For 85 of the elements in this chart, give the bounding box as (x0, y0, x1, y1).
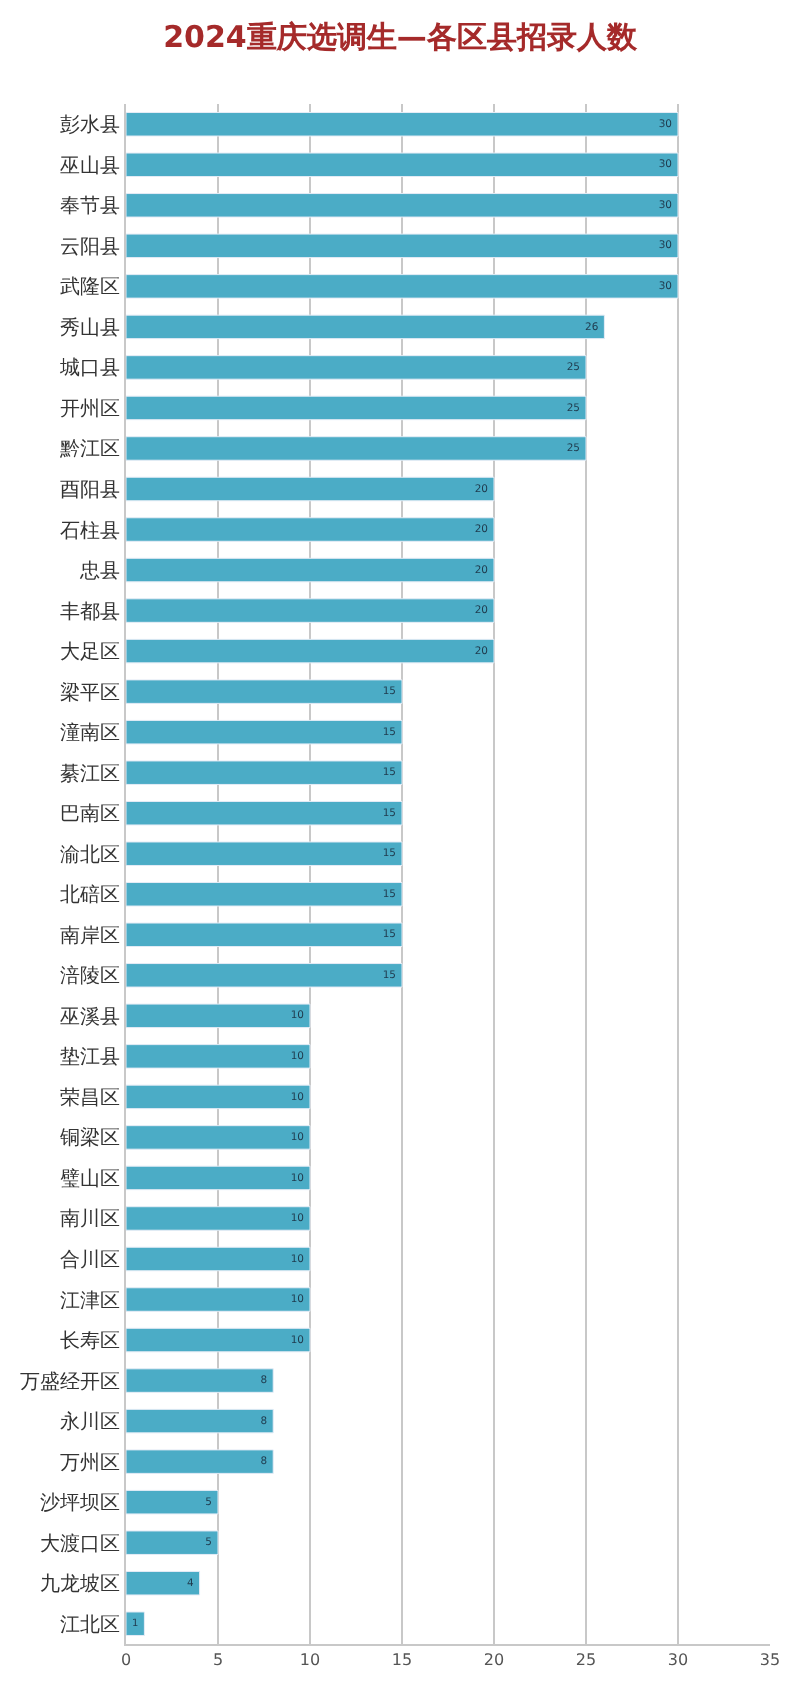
bar (126, 1084, 311, 1110)
bar (126, 152, 679, 178)
x-tick-label: 35 (759, 1651, 781, 1670)
bar (126, 1003, 311, 1029)
y-tick-label: 江北区 (60, 1612, 120, 1637)
bar (126, 679, 403, 704)
y-tick-label: 武隆区 (60, 275, 120, 300)
bar (126, 760, 403, 785)
bar (126, 1570, 201, 1596)
x-tick-label: 30 (667, 1651, 689, 1670)
bar (126, 1449, 274, 1474)
y-tick-label: 铜梁区 (58, 1126, 120, 1151)
y-tick-label: 奉节县 (60, 194, 120, 219)
bar (126, 1206, 311, 1231)
x-tick-label: 25 (575, 1651, 597, 1670)
y-tick-label: 合川区 (60, 1248, 120, 1272)
y-tick-label: 綦江区 (60, 761, 120, 786)
bar (126, 395, 587, 421)
bar (126, 1611, 145, 1636)
bar (126, 1246, 311, 1272)
y-tick-label: 黔江区 (58, 437, 120, 462)
bar (126, 1287, 311, 1312)
y-tick-label: 石柱县 (60, 518, 120, 543)
y-tick-label: 梁平区 (60, 680, 120, 705)
y-tick-label: 忠县 (78, 559, 120, 584)
bar (126, 1125, 311, 1150)
bar (126, 233, 679, 259)
y-tick-label: 城口县 (58, 356, 120, 381)
bar (126, 719, 403, 745)
bar (126, 314, 605, 340)
y-tick-label: 秀山县 (60, 315, 120, 340)
y-tick-label: 大渡口区 (40, 1531, 120, 1556)
x-tick-label: 5 (212, 1651, 224, 1670)
y-tick-label: 九龙坡区 (40, 1572, 120, 1597)
bar (126, 274, 679, 299)
bar (126, 476, 495, 502)
y-tick-label: 沙坪坝区 (40, 1491, 120, 1516)
y-tick-label: 巴南区 (60, 802, 120, 827)
bar (126, 1165, 311, 1191)
y-tick-label: 巫溪县 (60, 1004, 120, 1029)
y-tick-label: 万盛经开区 (20, 1369, 120, 1394)
x-tick-label: 20 (483, 1651, 505, 1670)
x-tick-label: 10 (299, 1651, 321, 1670)
bar (126, 436, 587, 461)
y-tick-label: 荣昌区 (60, 1085, 120, 1110)
y-tick-label: 酉阳县 (60, 480, 120, 502)
bar (126, 1489, 219, 1515)
bar (126, 800, 403, 826)
y-tick-label: 南川区 (60, 1207, 120, 1232)
bar (126, 557, 495, 583)
x-tick-label: 15 (391, 1651, 413, 1670)
y-tick-label: 垫江县 (60, 1045, 120, 1070)
y-tick-label: 丰都县 (60, 599, 120, 624)
y-tick-label: 渝北区 (60, 842, 120, 867)
bar (126, 598, 495, 623)
y-tick-label: 云阳县 (60, 236, 120, 259)
bar (126, 841, 403, 866)
bar (126, 517, 495, 542)
x-tick-label: 0 (120, 1651, 132, 1670)
bar (126, 355, 587, 380)
y-tick-label: 大足区 (60, 640, 120, 665)
bar (126, 112, 679, 137)
y-tick-label: 巫山县 (60, 153, 120, 178)
chart-title: 2024重庆选调生—各区县招录人数 (163, 18, 639, 55)
bar (126, 193, 679, 218)
bar (126, 1044, 311, 1069)
y-tick-label: 涪陵区 (60, 964, 120, 989)
bar (126, 1408, 274, 1434)
y-tick-label: 江津区 (60, 1288, 120, 1313)
bar (126, 963, 403, 988)
y-tick-label: 长寿区 (60, 1329, 120, 1354)
y-tick-label: 潼南区 (60, 721, 120, 746)
y-tick-label: 南岸区 (60, 923, 120, 948)
bar (126, 1327, 311, 1353)
y-tick-label: 彭水县 (60, 113, 120, 138)
y-tick-label: 开州区 (60, 396, 120, 421)
bar (126, 1368, 274, 1393)
y-tick-label: 万州区 (60, 1450, 120, 1475)
bar (126, 882, 403, 907)
y-tick-label: 北碚区 (60, 883, 120, 908)
y-tick-label: 永川区 (60, 1410, 120, 1435)
y-tick-label: 璧山区 (60, 1166, 120, 1191)
bar (126, 1530, 219, 1555)
bar (126, 922, 403, 948)
bar (126, 638, 495, 664)
